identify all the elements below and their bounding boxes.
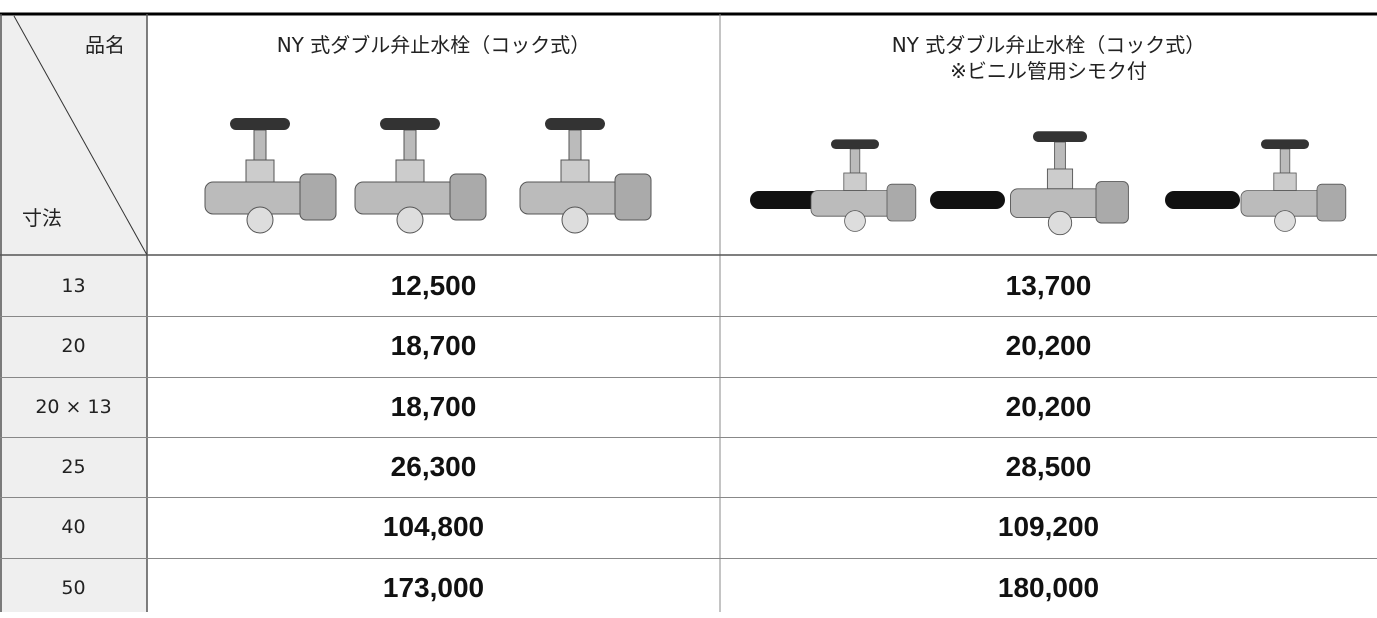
price-cell: 18,700 (390, 330, 477, 362)
column-subtitle: ※ビニル管用シモク付 (950, 59, 1147, 83)
row-divider (0, 497, 1377, 499)
size-cell: 20 (61, 335, 86, 358)
price-cell: 104,800 (382, 511, 485, 543)
row-divider (0, 376, 1377, 378)
price-cell: 18,700 (390, 390, 477, 422)
corner-bottom: 寸法 (22, 206, 62, 230)
corner-top: 品名 (85, 33, 125, 57)
product-image (750, 130, 1347, 236)
column-title: NY 式ダブル弁止水栓（コック式） (276, 33, 591, 57)
price-cell: 20,200 (1005, 390, 1092, 422)
size-cell: 40 (61, 516, 86, 539)
column-header: NY 式ダブル弁止水栓（コック式） ※ビニル管用シモク付 (720, 32, 1377, 84)
row-divider (0, 316, 1377, 318)
price-cell: 28,500 (1005, 451, 1092, 483)
price-cell: 13,700 (1005, 270, 1092, 302)
row-divider (0, 436, 1377, 438)
price-cell: 109,200 (997, 511, 1100, 543)
corner-diagonal (13, 15, 148, 256)
size-cell: 25 (61, 456, 86, 479)
price-cell: 173,000 (382, 571, 485, 603)
price-cell: 12,500 (390, 270, 477, 302)
column-header: NY 式ダブル弁止水栓（コック式） (147, 32, 720, 58)
price-cell: 20,200 (1005, 330, 1092, 362)
column-title: NY 式ダブル弁止水栓（コック式） (891, 33, 1206, 57)
price-cell: 26,300 (390, 451, 477, 483)
size-cell: 50 (61, 576, 86, 599)
price-cell: 180,000 (997, 571, 1100, 603)
size-cell: 13 (61, 275, 86, 298)
product-image (204, 117, 652, 234)
row-divider (0, 557, 1377, 559)
first-column-bg (0, 14, 147, 612)
size-cell: 20 × 13 (35, 395, 112, 418)
